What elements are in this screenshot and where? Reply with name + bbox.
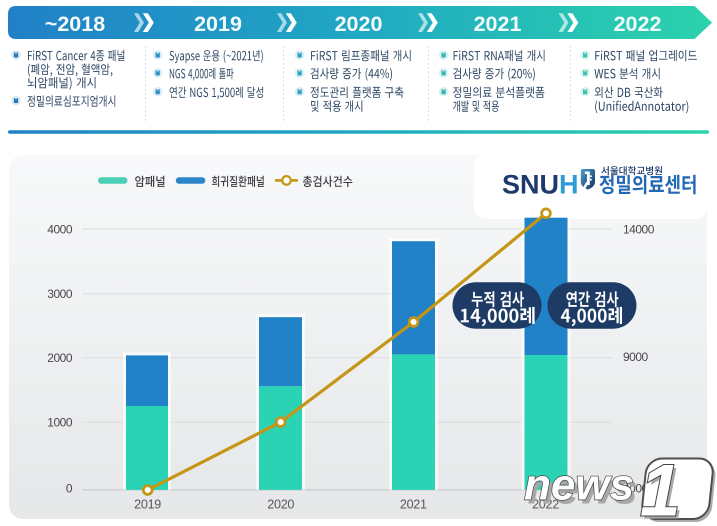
svg-text:1: 1	[643, 454, 684, 526]
svg-text:~2018: ~2018	[45, 12, 105, 36]
svg-text:1: 1	[640, 451, 681, 526]
svg-text:2022: 2022	[532, 497, 559, 511]
svg-text:2019: 2019	[134, 497, 161, 511]
svg-text:4000: 4000	[47, 222, 73, 236]
svg-text:1000: 1000	[47, 416, 73, 430]
svg-text:0: 0	[66, 482, 73, 496]
svg-text:news: news	[528, 464, 638, 513]
svg-text:9000: 9000	[623, 350, 649, 364]
svg-text:14000: 14000	[623, 222, 655, 236]
svg-text:2019: 2019	[194, 12, 242, 36]
svg-text:2020: 2020	[335, 12, 383, 36]
svg-text:SNU: SNU	[502, 170, 559, 200]
svg-text:2000: 2000	[47, 351, 73, 365]
svg-text:2021: 2021	[400, 497, 427, 511]
svg-text:2020: 2020	[267, 497, 294, 511]
svg-text:4000: 4000	[623, 482, 649, 496]
svg-text:H: H	[559, 170, 579, 200]
svg-text:2022: 2022	[614, 12, 662, 36]
svg-text:3000: 3000	[47, 287, 73, 301]
svg-text:2021: 2021	[474, 12, 522, 36]
svg-text:news: news	[524, 460, 634, 509]
